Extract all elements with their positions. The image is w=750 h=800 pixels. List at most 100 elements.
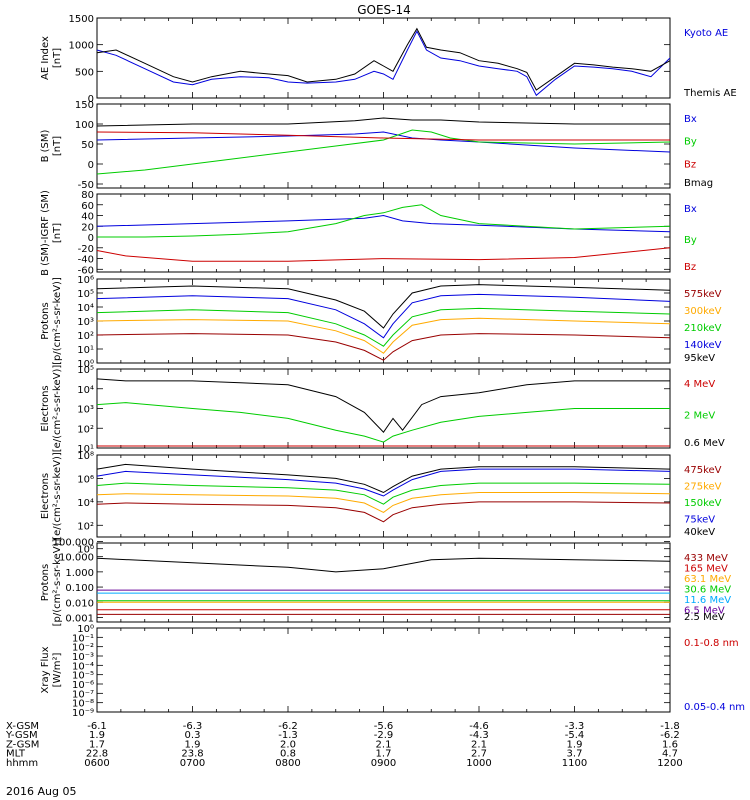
y-tick-label: 10⁵ [77, 289, 94, 300]
y-axis-label: Xray Flux [40, 646, 51, 693]
series-line-Bz [96, 131, 670, 141]
panel-ae: 0 500 1000 1500 AE Index [nT] Kyoto AE Themis A… [40, 14, 737, 105]
y-axis-label: [nT] [52, 48, 63, 68]
ephemeris-value: 1.9 [89, 730, 105, 741]
legend-entry: 4 MeV [684, 379, 715, 390]
y-tick-label: 1.000 [65, 568, 94, 579]
y-tick-label: 10⁻² [72, 643, 94, 654]
legend-entry: 275keV [684, 482, 722, 493]
legend-entry: 63.1 MeV [684, 574, 731, 585]
ephemeris-label-Y-GSM: Y-GSM [5, 730, 38, 741]
legend-entry: 75keV [684, 515, 715, 526]
figure-title: GOES-14 [357, 3, 411, 17]
ephemeris-value: -2.9 [374, 730, 394, 741]
y-tick-label: 100.000 [53, 537, 94, 548]
y-tick-label: 10⁰ [77, 359, 94, 370]
series-line-Kyoto-AE [96, 30, 671, 97]
y-axis-label: [p/(cm²-s-sr-keV)] [52, 277, 63, 365]
date-label: 2016 Aug 05 [6, 785, 76, 798]
panel-bsm: -50 0 50 100 150 B (SM) [nT] Bx By Bz Bmag [40, 100, 713, 191]
y-axis-label: Protons [40, 302, 51, 339]
ephemeris-value: -4.6 [469, 721, 489, 732]
legend-entry: 300keV [684, 306, 722, 317]
ephemeris-label-X-GSM: X-GSM [6, 721, 39, 732]
y-tick-label: 0.001 [65, 613, 94, 624]
ephemeris-value: 1.6 [662, 739, 678, 750]
legend-entry: 0.1-0.8 nm [684, 638, 739, 649]
y-tick-label: 10² [77, 331, 94, 342]
ephemeris-value: -6.2 [660, 730, 680, 741]
legend-entry: 575keV [684, 289, 722, 300]
y-axis-label: [e/(cm²-s-sr-keV)] [52, 365, 63, 453]
ephemeris-value: 0600 [84, 758, 109, 769]
y-tick-label: 1500 [69, 14, 94, 25]
y-axis-label: Electrons [40, 385, 51, 431]
ephemeris-label-MLT: MLT [6, 749, 26, 760]
series-line-Themis-AE [96, 27, 671, 91]
panel-electrons_mev: 10¹ 10² 10³ 10⁴ 10⁵ Electrons [e/(cm²-s-sr-keV… [40, 365, 725, 455]
series-line-140keV [96, 293, 671, 339]
y-tick-label: 50 [81, 140, 94, 151]
legend-entry: 11.6 MeV [684, 595, 731, 606]
y-tick-label: 0 [88, 160, 94, 171]
series-line-By [96, 129, 671, 175]
y-tick-label: 10⁸ [77, 451, 94, 462]
ephemeris-value: 0.3 [185, 730, 201, 741]
y-axis-label: [e/(cm²-s-sr-keV)] [52, 452, 63, 540]
ephemeris-value: -5.6 [374, 721, 394, 732]
ephemeris-value: 2.0 [280, 739, 296, 750]
y-axis-label: [nT] [52, 223, 63, 243]
panel-frame [96, 627, 671, 713]
legend-entry: Bz [684, 262, 696, 273]
y-tick-label: 500 [75, 67, 94, 78]
series-line-300keV [96, 317, 671, 354]
panel-electrons_kev: 10⁰ 10² 10⁴ 10⁶ 10⁸ Electrons [e/(cm²-s-sr-keV… [40, 451, 722, 556]
legend-entry: Themis AE [683, 88, 737, 99]
legend-entry: 95keV [684, 353, 715, 364]
series-line-By [97, 204, 671, 238]
series-line-Bmag [96, 117, 670, 127]
legend-entry: Kyoto AE [684, 28, 728, 39]
y-tick-label: 10² [77, 521, 94, 532]
legend-entry: 150keV [684, 498, 722, 509]
legend-entry: 40keV [684, 527, 715, 538]
legend-entry: 2 MeV [684, 411, 715, 422]
ephemeris-value: -3.3 [565, 721, 585, 732]
panel-hi_protons: 0.001 0.010 0.100 1.000 10.000 100.000 Protons… [40, 537, 731, 626]
y-tick-label: -20 [78, 244, 94, 255]
y-tick-label: 10⁻⁹ [72, 708, 94, 719]
y-tick-label: 10³ [77, 405, 94, 416]
legend-entry: Bmag [684, 178, 713, 189]
legend-entry: 433 MeV [684, 553, 728, 564]
ephemeris-value: 1.7 [376, 749, 392, 760]
ephemeris-value: -6.3 [183, 721, 203, 732]
legend-entry: 0.6 MeV [684, 438, 725, 449]
series-line-275keV [96, 492, 671, 513]
y-tick-label: 150 [75, 100, 94, 111]
y-tick-label: 0 [88, 94, 94, 105]
ephemeris-value: 1.9 [185, 739, 201, 750]
ephemeris-value: 23.8 [181, 749, 203, 760]
ephemeris-label-Z-GSM: Z-GSM [6, 739, 39, 750]
y-tick-label: 10⁴ [77, 303, 94, 314]
y-tick-label: 0 [88, 233, 94, 244]
y-tick-label: 10⁴ [77, 498, 94, 509]
series-line-210keV [96, 307, 671, 347]
ephemeris-value: 1000 [466, 758, 491, 769]
series-line-0.6-MeV [96, 378, 670, 433]
y-tick-label: 10.000 [59, 553, 94, 564]
y-tick-label: 10⁻¹ [72, 633, 94, 644]
ephemeris-value: -5.4 [565, 730, 585, 741]
legend-entry: 6.5 MeV [684, 606, 725, 617]
y-tick-label: 20 [81, 222, 94, 233]
legend-entry: 475keV [684, 465, 722, 476]
ephemeris-value: -1.3 [278, 730, 298, 741]
y-tick-label: 100 [75, 120, 94, 131]
y-tick-label: 10⁻⁸ [72, 699, 94, 710]
legend-entry: 30.6 MeV [684, 585, 731, 596]
y-tick-label: 10⁻³ [72, 652, 94, 663]
ephemeris-value: 4.7 [662, 749, 678, 760]
legend-entry: By [684, 137, 697, 148]
